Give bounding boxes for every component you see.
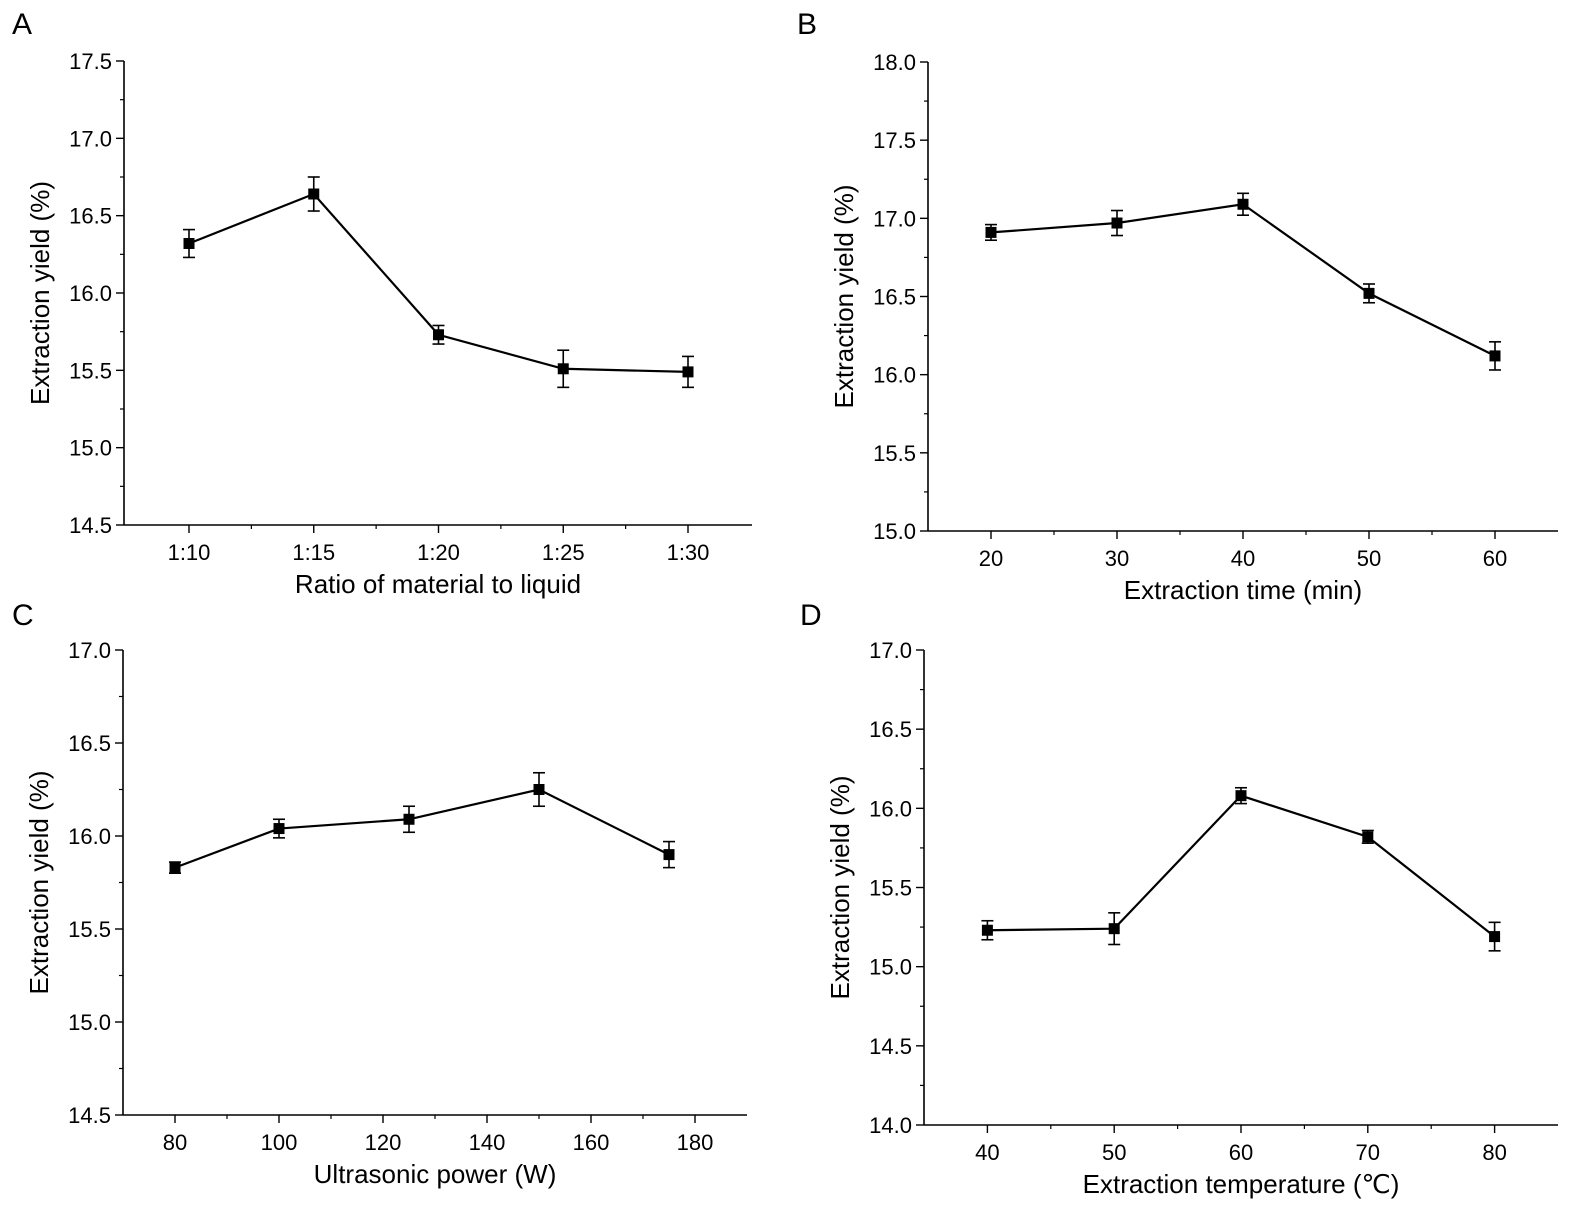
panel-d-data-point [1362, 831, 1374, 843]
panel-c-data-point [663, 849, 675, 861]
panel-b-y-tick-label: 17.0 [873, 206, 916, 231]
panel-c-x-tick-label: 120 [365, 1130, 402, 1155]
panel-a-x-tick-label: 1:10 [168, 540, 211, 565]
panel-a-x-tick-label: 1:30 [667, 540, 710, 565]
panel-a-y-tick-label: 16.0 [69, 281, 112, 306]
panel-d-x-tick-label: 50 [1102, 1140, 1126, 1165]
panel-c-data-point [403, 813, 415, 825]
panel-c-x-tick-label: 140 [469, 1130, 506, 1155]
panel-a-data-point [183, 238, 195, 250]
panel-b-x-axis-label: Extraction time (min) [1124, 575, 1362, 605]
panel-d-data-point [981, 924, 993, 936]
panel-b-y-tick-label: 18.0 [873, 50, 916, 75]
panel-d-letter: D [800, 599, 822, 632]
panel-c-x-tick-label: 100 [261, 1130, 298, 1155]
panel-d-y-tick-label: 16.5 [869, 717, 912, 742]
panel-a-x-axis-label: Ratio of material to liquid [295, 569, 581, 599]
panel-b-y-tick-label: 16.0 [873, 363, 916, 388]
panel-c-data-point [273, 823, 285, 835]
panel-d-y-axis-label: Extraction yield (%) [825, 776, 855, 1000]
panel-d-x-tick-label: 40 [975, 1140, 999, 1165]
panel-b-y-tick-label: 16.5 [873, 285, 916, 310]
panel-d-x-tick-label: 80 [1482, 1140, 1506, 1165]
panel-d-y-tick-label: 14.0 [869, 1113, 912, 1138]
panel-b-x-tick-label: 50 [1357, 546, 1381, 571]
panel-b-y-tick-label: 17.5 [873, 128, 916, 153]
panel-a-data-point [308, 188, 320, 200]
panel-a-y-tick-label: 16.5 [69, 204, 112, 229]
panel-a-x-tick-label: 1:20 [417, 540, 460, 565]
panel-c-y-tick-label: 15.5 [68, 917, 111, 942]
panel-a-y-tick-label: 15.5 [69, 358, 112, 383]
panel-c-y-axis-label: Extraction yield (%) [24, 771, 54, 995]
panel-b-x-tick-label: 60 [1483, 546, 1507, 571]
panel-a-letter: A [12, 8, 32, 41]
panel-c-data-point [533, 784, 545, 795]
panel-c-x-tick-label: 180 [677, 1130, 714, 1155]
panel-a-y-tick-label: 14.5 [69, 513, 112, 538]
panel-d-data-point [1108, 923, 1120, 935]
panel-c-x-tick-label: 160 [573, 1130, 610, 1155]
panel-d-x-tick-label: 60 [1229, 1140, 1253, 1165]
panel-c-y-tick-label: 15.0 [68, 1010, 111, 1035]
panel-a-y-tick-label: 15.0 [69, 436, 112, 461]
panel-c-y-tick-label: 16.5 [68, 731, 111, 756]
panel-b-data-point [1489, 350, 1501, 362]
panel-c-data-point [169, 862, 181, 874]
panel-a-y-axis-label: Extraction yield (%) [25, 181, 55, 405]
panel-c-letter: C [12, 599, 34, 632]
panel-b-data-point [1111, 217, 1123, 229]
panel-c-y-tick-label: 17.0 [68, 638, 111, 663]
panel-a-x-tick-label: 1:25 [542, 540, 585, 565]
panel-b-data-point [985, 226, 997, 238]
panel-d-data-point [1235, 790, 1247, 802]
panel-d-x-tick-label: 70 [1356, 1140, 1380, 1165]
panel-b-y-axis-label: Extraction yield (%) [829, 185, 859, 409]
panel-c-y-tick-label: 16.0 [68, 824, 111, 849]
panel-d-y-tick-label: 15.0 [869, 955, 912, 980]
panel-a-x-tick-label: 1:15 [292, 540, 335, 565]
panel-a-data-point [433, 329, 444, 341]
panel-d-x-axis-label: Extraction temperature (℃) [1083, 1169, 1400, 1199]
panel-d-y-tick-label: 14.5 [869, 1034, 912, 1059]
panel-b-letter: B [797, 8, 817, 41]
panel-b-x-tick-label: 30 [1105, 546, 1129, 571]
panel-a-data-point [682, 366, 694, 378]
panel-c-y-tick-label: 14.5 [68, 1103, 111, 1128]
panel-b-y-tick-label: 15.5 [873, 441, 916, 466]
panel-d-y-tick-label: 16.0 [869, 796, 912, 821]
panel-a-y-tick-label: 17.0 [69, 126, 112, 151]
panel-a-y-tick-label: 17.5 [69, 49, 112, 74]
panel-c-x-axis-label: Ultrasonic power (W) [314, 1159, 557, 1189]
panel-d-data-point [1489, 931, 1501, 943]
panel-b-data-point [1237, 198, 1249, 210]
panel-d-y-tick-label: 15.5 [869, 876, 912, 901]
panel-b-y-tick-label: 15.0 [873, 519, 916, 544]
panel-b-x-tick-label: 40 [1231, 546, 1255, 571]
panel-d-series-line [987, 794, 1496, 938]
panel-c-x-tick-label: 80 [163, 1130, 187, 1155]
panel-b-x-tick-label: 20 [979, 546, 1003, 571]
panel-b-data-point [1363, 287, 1375, 299]
panel-d-y-tick-label: 17.0 [869, 638, 912, 663]
panel-a-data-point [557, 363, 569, 375]
